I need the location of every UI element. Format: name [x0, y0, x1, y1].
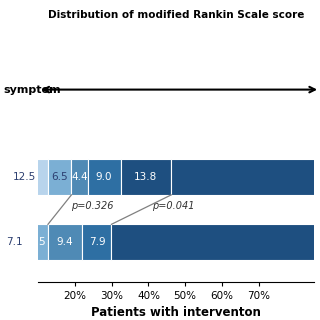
Text: p=0.041: p=0.041 [152, 201, 195, 211]
Text: 4.4: 4.4 [71, 172, 88, 182]
Text: 13.8: 13.8 [134, 172, 157, 182]
Bar [48, 224, 83, 260]
Bar [71, 159, 88, 195]
Bar [83, 224, 111, 260]
Text: 7.1: 7.1 [6, 237, 23, 247]
Bar [2, 224, 28, 260]
Text: 5.5: 5.5 [29, 237, 46, 247]
Text: Distribution of modified Rankin Scale score: Distribution of modified Rankin Scale sc… [48, 10, 304, 20]
Text: p=0.326: p=0.326 [71, 201, 113, 211]
Bar [48, 159, 71, 195]
Bar [111, 224, 320, 260]
Bar [2, 159, 48, 195]
Bar [171, 159, 320, 195]
Text: 12.5: 12.5 [13, 172, 36, 182]
Text: 6.5: 6.5 [51, 172, 68, 182]
Text: 9.4: 9.4 [57, 237, 74, 247]
Bar [88, 159, 121, 195]
X-axis label: Patients with interventon: Patients with interventon [91, 306, 261, 319]
Text: 9.0: 9.0 [96, 172, 112, 182]
Bar [28, 224, 48, 260]
Bar [121, 159, 171, 195]
Text: symptom: symptom [3, 84, 61, 95]
Text: 7.9: 7.9 [89, 237, 105, 247]
